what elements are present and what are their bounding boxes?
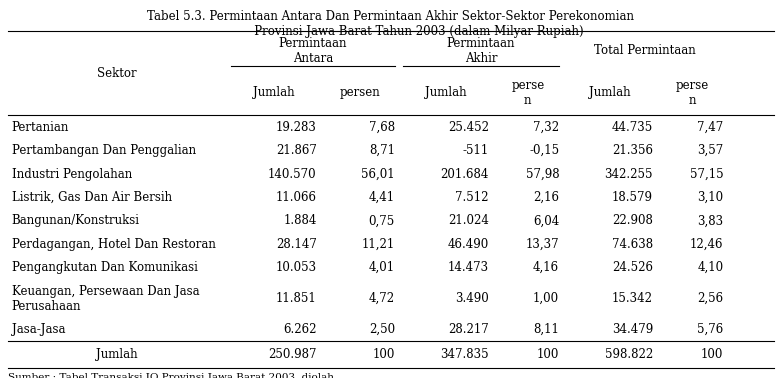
Text: Jumlah: Jumlah — [96, 348, 138, 361]
Text: Jumlah: Jumlah — [253, 86, 295, 99]
Text: perse
n: perse n — [676, 79, 708, 107]
Text: 44.735: 44.735 — [612, 121, 653, 134]
Text: Total Permintaan: Total Permintaan — [594, 44, 696, 57]
Text: -0,15: -0,15 — [529, 144, 559, 157]
Text: 46.490: 46.490 — [447, 238, 489, 251]
Text: 6,04: 6,04 — [533, 214, 559, 228]
Text: Sektor: Sektor — [98, 67, 137, 80]
Text: 74.638: 74.638 — [612, 238, 653, 251]
Text: 100: 100 — [701, 348, 723, 361]
Text: 28.217: 28.217 — [448, 323, 489, 336]
Text: 15.342: 15.342 — [612, 292, 653, 305]
Text: 598.822: 598.822 — [604, 348, 653, 361]
Text: 250.987: 250.987 — [268, 348, 317, 361]
Text: 10.053: 10.053 — [275, 261, 317, 274]
Text: 4,72: 4,72 — [369, 292, 395, 305]
Text: 57,15: 57,15 — [690, 167, 723, 181]
Text: 25.452: 25.452 — [448, 121, 489, 134]
Text: 100: 100 — [372, 348, 395, 361]
Text: 7,47: 7,47 — [697, 121, 723, 134]
Text: 2,16: 2,16 — [533, 191, 559, 204]
Text: 11.851: 11.851 — [276, 292, 317, 305]
Text: 7,68: 7,68 — [369, 121, 395, 134]
Text: 24.526: 24.526 — [612, 261, 653, 274]
Text: 4,01: 4,01 — [369, 261, 395, 274]
Text: -511: -511 — [462, 144, 489, 157]
Text: 0,75: 0,75 — [368, 214, 395, 228]
Text: 12,46: 12,46 — [690, 238, 723, 251]
Text: 3.490: 3.490 — [455, 292, 489, 305]
Text: 22.908: 22.908 — [612, 214, 653, 228]
Text: perse
n: perse n — [511, 79, 544, 107]
Text: Jumlah: Jumlah — [589, 86, 631, 99]
Text: 19.283: 19.283 — [276, 121, 317, 134]
Text: 3,10: 3,10 — [698, 191, 723, 204]
Text: Pertanian: Pertanian — [12, 121, 69, 134]
Text: 13,37: 13,37 — [526, 238, 559, 251]
Text: 7,32: 7,32 — [533, 121, 559, 134]
Text: 4,41: 4,41 — [369, 191, 395, 204]
Text: persen: persen — [339, 86, 380, 99]
Text: 4,16: 4,16 — [533, 261, 559, 274]
Text: Jasa-Jasa: Jasa-Jasa — [12, 323, 65, 336]
Text: Perdagangan, Hotel Dan Restoran: Perdagangan, Hotel Dan Restoran — [12, 238, 216, 251]
Text: 2,50: 2,50 — [369, 323, 395, 336]
Text: Bangunan/Konstruksi: Bangunan/Konstruksi — [12, 214, 140, 228]
Text: 4,10: 4,10 — [698, 261, 723, 274]
Text: Permintaan
Akhir: Permintaan Akhir — [447, 37, 515, 65]
Text: Permintaan
Antara: Permintaan Antara — [278, 37, 347, 65]
Text: Pertambangan Dan Penggalian: Pertambangan Dan Penggalian — [12, 144, 195, 157]
Text: Keuangan, Persewaan Dan Jasa
Perusahaan: Keuangan, Persewaan Dan Jasa Perusahaan — [12, 285, 199, 313]
Text: 201.684: 201.684 — [440, 167, 489, 181]
Text: 8,11: 8,11 — [533, 323, 559, 336]
Text: 6.262: 6.262 — [283, 323, 317, 336]
Text: 21.867: 21.867 — [276, 144, 317, 157]
Text: 21.024: 21.024 — [448, 214, 489, 228]
Text: Pengangkutan Dan Komunikasi: Pengangkutan Dan Komunikasi — [12, 261, 198, 274]
Text: 56,01: 56,01 — [361, 167, 395, 181]
Text: 3,57: 3,57 — [697, 144, 723, 157]
Text: 14.473: 14.473 — [447, 261, 489, 274]
Text: 34.479: 34.479 — [612, 323, 653, 336]
Text: 57,98: 57,98 — [526, 167, 559, 181]
Text: Sumber : Tabel Transaksi IO Provinsi Jawa Barat 2003, diolah: Sumber : Tabel Transaksi IO Provinsi Jaw… — [8, 373, 334, 378]
Text: Tabel 5.3. Permintaan Antara Dan Permintaan Akhir Sektor-Sektor Perekonomian
   : Tabel 5.3. Permintaan Antara Dan Permint… — [148, 11, 634, 39]
Text: 347.835: 347.835 — [440, 348, 489, 361]
Text: 28.147: 28.147 — [276, 238, 317, 251]
Text: 2,56: 2,56 — [698, 292, 723, 305]
Text: 8,71: 8,71 — [369, 144, 395, 157]
Text: 1,00: 1,00 — [533, 292, 559, 305]
Text: 342.255: 342.255 — [604, 167, 653, 181]
Text: 5,76: 5,76 — [697, 323, 723, 336]
Text: 7.512: 7.512 — [455, 191, 489, 204]
Text: Listrik, Gas Dan Air Bersih: Listrik, Gas Dan Air Bersih — [12, 191, 172, 204]
Text: 3,83: 3,83 — [698, 214, 723, 228]
Text: 11,21: 11,21 — [361, 238, 395, 251]
Text: 100: 100 — [536, 348, 559, 361]
Text: 1.884: 1.884 — [283, 214, 317, 228]
Text: 140.570: 140.570 — [268, 167, 317, 181]
Text: 11.066: 11.066 — [276, 191, 317, 204]
Text: 21.356: 21.356 — [612, 144, 653, 157]
Text: Jumlah: Jumlah — [425, 86, 467, 99]
Text: 18.579: 18.579 — [612, 191, 653, 204]
Text: Industri Pengolahan: Industri Pengolahan — [12, 167, 132, 181]
